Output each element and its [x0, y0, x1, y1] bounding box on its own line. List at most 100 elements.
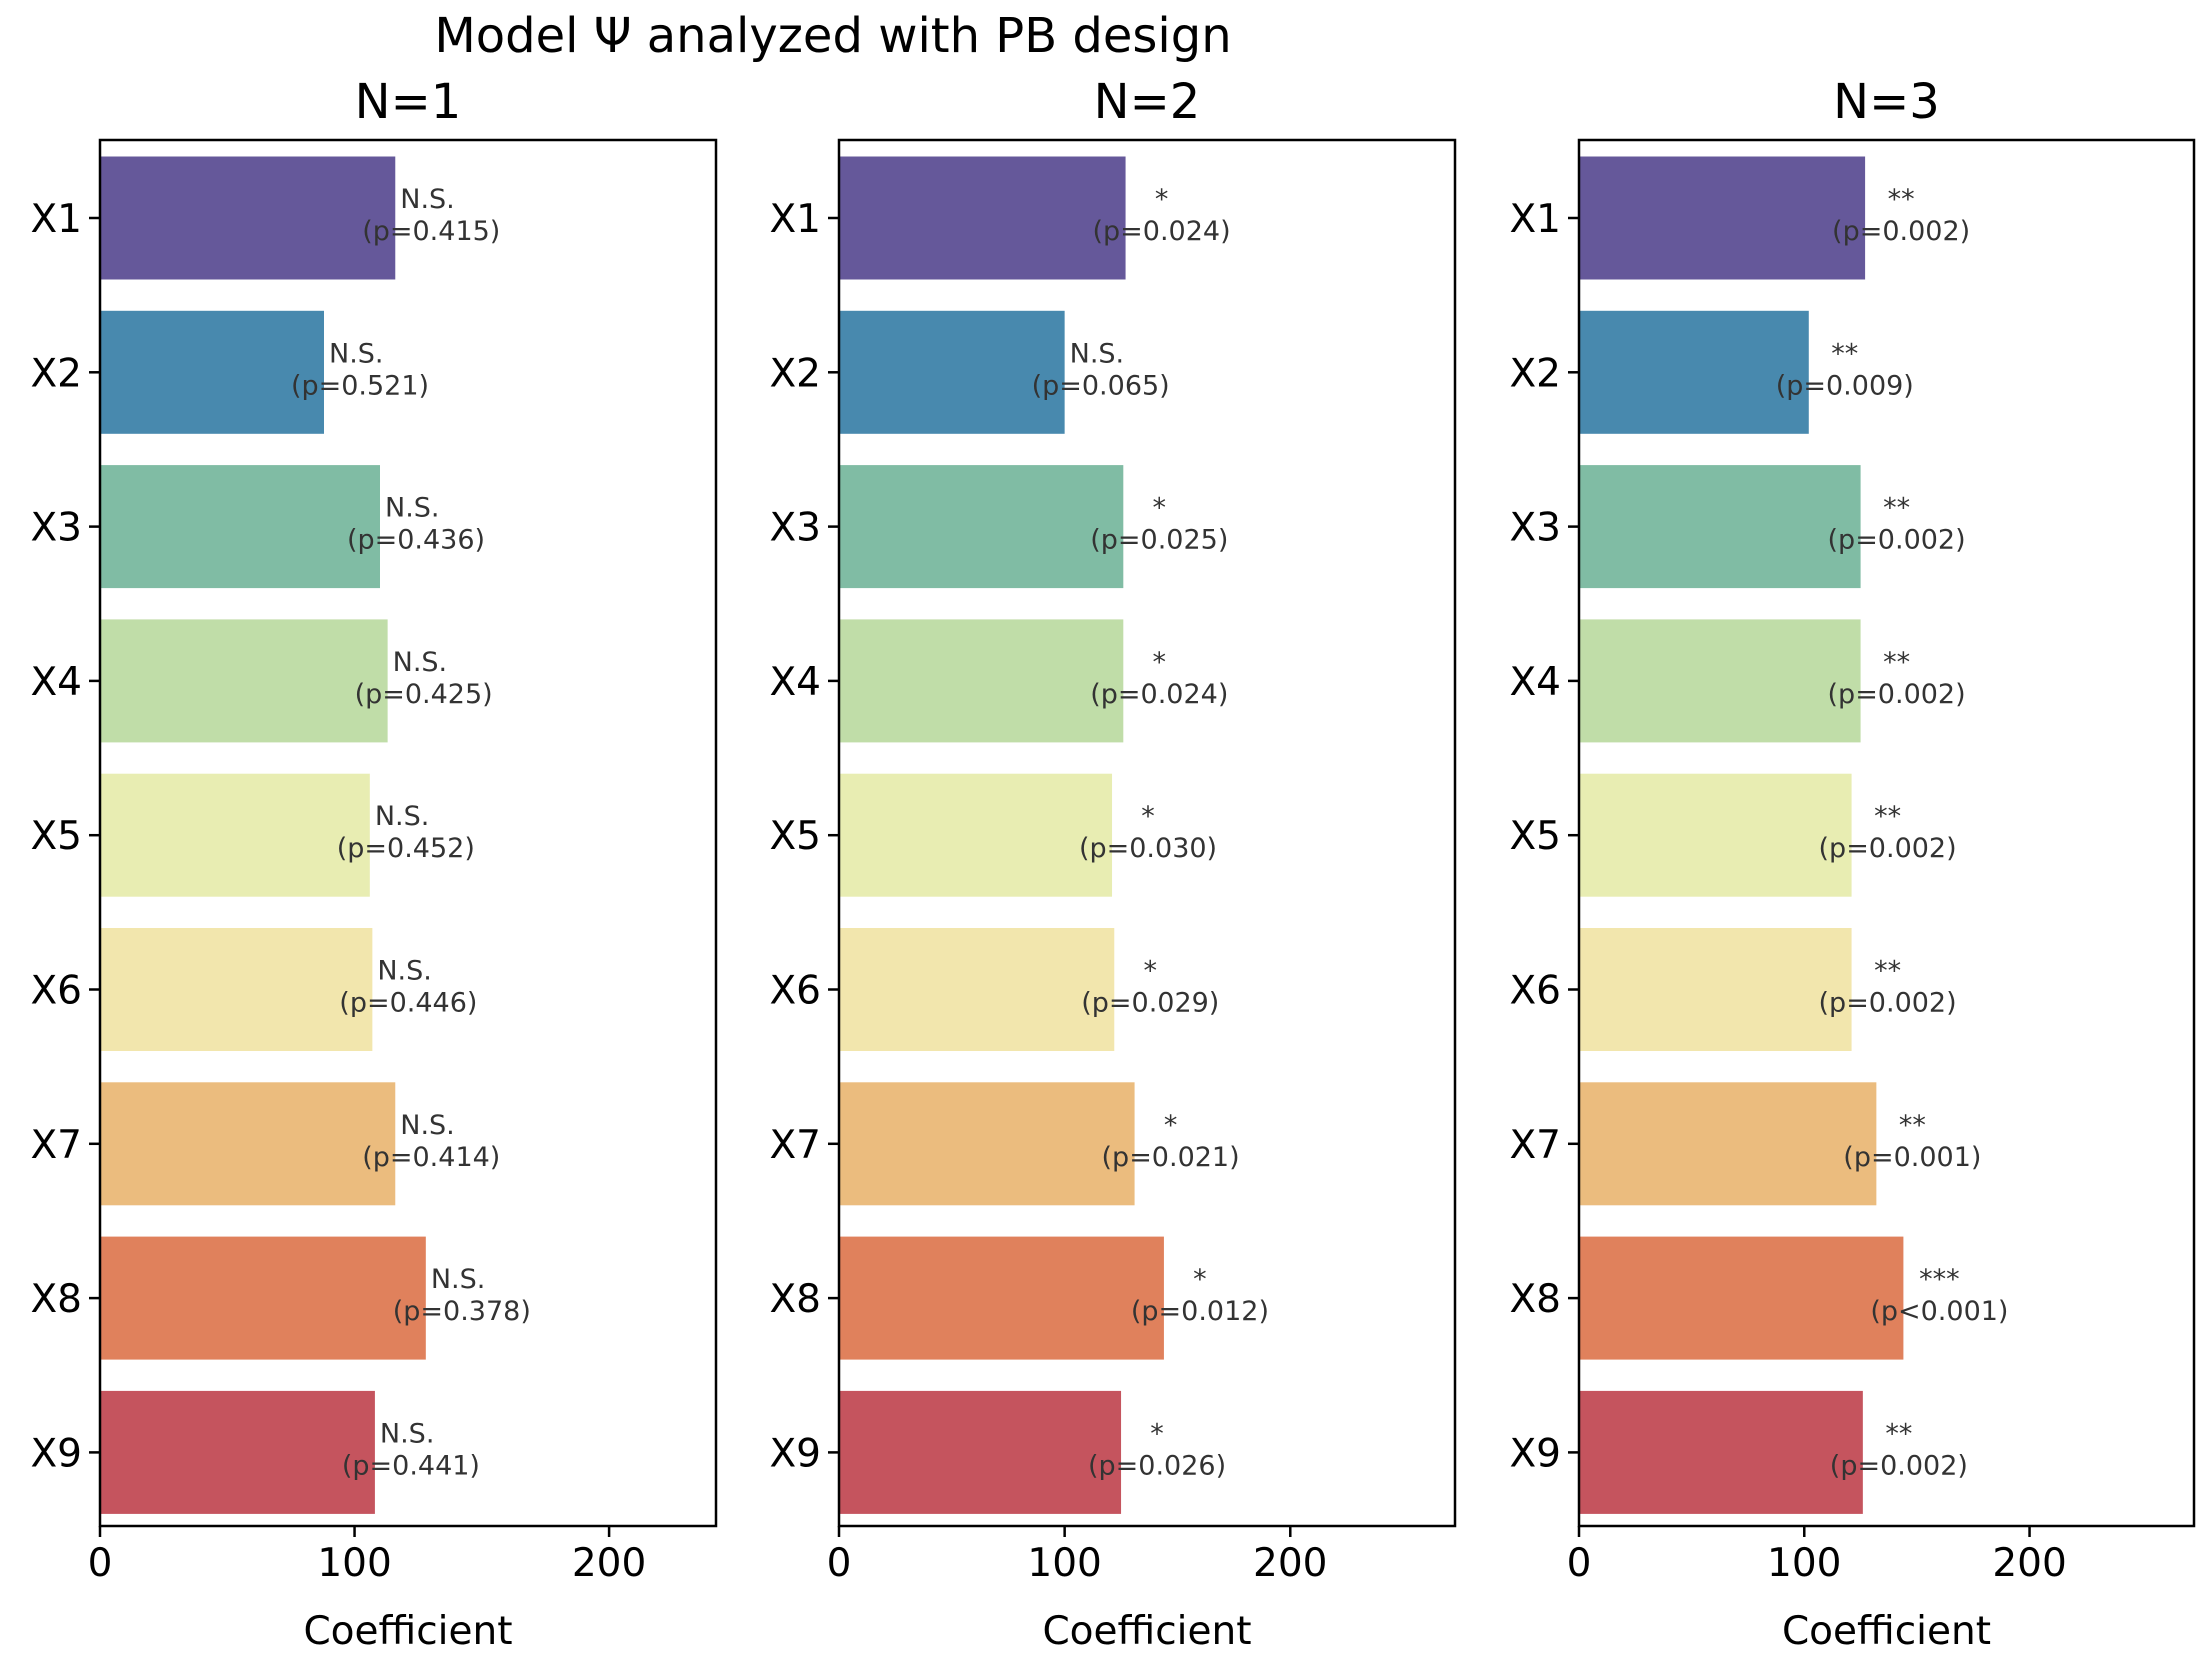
significance-label: N.S.: [400, 184, 455, 215]
bar-x2: [839, 310, 1065, 434]
y-tick-label: X4: [769, 660, 821, 705]
bar-x7: [100, 1082, 396, 1206]
bar-x6: [100, 928, 373, 1051]
bar-x5: [1579, 773, 1852, 897]
p-value-label: (p=0.441): [342, 1450, 480, 1481]
y-tick-label: X1: [769, 197, 821, 242]
bar-x9: [839, 1390, 1122, 1514]
p-value-label: (p=0.029): [1081, 988, 1219, 1019]
significance-label: *: [1150, 1418, 1164, 1449]
bar-x9: [1579, 1390, 1863, 1514]
p-value-label: (p=0.002): [1832, 216, 1970, 247]
significance-label: *: [1144, 956, 1158, 987]
panel-title: N=1: [355, 74, 462, 130]
p-value-label: (p=0.024): [1093, 216, 1231, 247]
y-tick-label: X2: [1509, 351, 1561, 396]
bar-x1: [100, 156, 396, 280]
p-value-label: (p=0.001): [1843, 1142, 1981, 1173]
significance-label: N.S.: [400, 1110, 455, 1141]
bar-x7: [1579, 1082, 1877, 1206]
p-value-label: (p=0.446): [339, 988, 477, 1019]
bar-x8: [100, 1236, 426, 1360]
significance-label: **: [1883, 493, 1910, 524]
x-tick-label: 100: [1767, 1541, 1841, 1586]
x-axis-label: Coefficient: [303, 1609, 512, 1654]
x-axis-label: Coefficient: [1042, 1609, 1251, 1654]
bar-x6: [1579, 928, 1852, 1051]
y-tick-label: X7: [1509, 1123, 1561, 1168]
significance-label: N.S.: [377, 956, 432, 987]
bar-x8: [1579, 1236, 1904, 1360]
bar-x2: [100, 310, 324, 434]
bar-x3: [1579, 465, 1861, 589]
p-value-label: (p=0.021): [1102, 1142, 1240, 1173]
figure-title: Model Ψ analyzed with PB design: [434, 8, 1231, 64]
y-tick-label: X5: [30, 814, 82, 859]
significance-label: *: [1164, 1110, 1178, 1141]
bar-x1: [839, 156, 1126, 280]
significance-label: *: [1155, 184, 1169, 215]
bar-x1: [1579, 156, 1866, 280]
p-value-label: (p=0.012): [1131, 1296, 1269, 1327]
significance-label: *: [1141, 801, 1155, 832]
panel-title: N=2: [1094, 74, 1201, 130]
plot-frame: [98, 138, 718, 1528]
bar-x4: [100, 619, 388, 743]
y-tick-label: X1: [30, 197, 82, 242]
bar-x4: [1579, 619, 1861, 743]
panel-2: N=2X1 *(p=0.024)X2 N.S.(p=0.065)X3 *(p=0.02…: [769, 74, 1457, 1654]
y-tick-label: X3: [30, 506, 82, 551]
y-tick-label: X3: [1509, 506, 1561, 551]
y-tick-label: X6: [769, 969, 821, 1014]
y-tick-label: X4: [1509, 660, 1561, 705]
p-value-label: (p=0.378): [393, 1296, 531, 1327]
significance-label: *: [1153, 493, 1167, 524]
x-tick-label: 0: [88, 1541, 113, 1586]
x-tick-label: 200: [572, 1541, 646, 1586]
y-tick-label: X2: [30, 351, 82, 396]
significance-label: **: [1874, 801, 1901, 832]
significance-label: N.S.: [380, 1418, 435, 1449]
p-value-label: (p<0.001): [1870, 1296, 2008, 1327]
p-value-label: (p=0.025): [1090, 525, 1228, 556]
y-tick-label: X9: [30, 1431, 82, 1476]
y-tick-label: X2: [769, 351, 821, 396]
y-tick-label: X8: [769, 1277, 821, 1322]
p-value-label: (p=0.521): [291, 370, 429, 401]
significance-label: **: [1874, 956, 1901, 987]
y-tick-label: X5: [769, 814, 821, 859]
p-value-label: (p=0.002): [1828, 679, 1966, 710]
y-tick-label: X3: [769, 506, 821, 551]
y-tick-label: X6: [1509, 969, 1561, 1014]
bar-x8: [839, 1236, 1164, 1360]
p-value-label: (p=0.436): [347, 525, 485, 556]
bar-x7: [839, 1082, 1135, 1206]
p-value-label: (p=0.414): [362, 1142, 500, 1173]
plot-frame: [837, 138, 1457, 1528]
significance-label: *: [1153, 647, 1167, 678]
x-tick-label: 200: [1992, 1541, 2066, 1586]
bar-x3: [100, 465, 380, 589]
significance-label: N.S.: [329, 338, 384, 369]
y-tick-label: X1: [1509, 197, 1561, 242]
p-value-label: (p=0.415): [362, 216, 500, 247]
y-tick-label: X8: [30, 1277, 82, 1322]
bar-x6: [839, 928, 1115, 1051]
y-tick-label: X8: [1509, 1277, 1561, 1322]
p-value-label: (p=0.030): [1079, 833, 1217, 864]
significance-label: N.S.: [1070, 338, 1125, 369]
y-tick-label: X7: [30, 1123, 82, 1168]
x-tick-label: 100: [317, 1541, 391, 1586]
significance-label: **: [1831, 338, 1858, 369]
bar-x5: [100, 773, 370, 897]
bar-x4: [839, 619, 1124, 743]
y-tick-label: X6: [30, 969, 82, 1014]
p-value-label: (p=0.425): [355, 679, 493, 710]
panel-3: N=3X1 **(p=0.002)X2 **(p=0.009)X3 **(p=0.00…: [1509, 74, 2196, 1654]
p-value-label: (p=0.009): [1776, 370, 1914, 401]
x-tick-label: 100: [1027, 1541, 1101, 1586]
x-axis-label: Coefficient: [1782, 1609, 1991, 1654]
p-value-label: (p=0.452): [337, 833, 475, 864]
p-value-label: (p=0.026): [1088, 1450, 1226, 1481]
